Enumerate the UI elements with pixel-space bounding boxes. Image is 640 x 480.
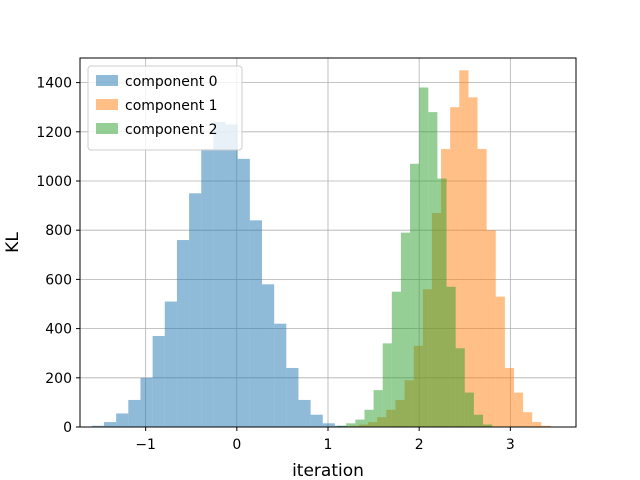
y-tick-label: 1400 [36, 76, 72, 92]
legend-label: component 0 [125, 74, 218, 90]
histogram-bar [446, 286, 456, 427]
legend-label: component 1 [125, 98, 218, 114]
y-axis-ticks: 0 200 400 600 800 1000 1200 1400 [36, 76, 80, 436]
histogram-bar [450, 107, 460, 427]
histogram-bar [189, 193, 202, 427]
histogram-bar [201, 149, 214, 427]
histogram-bar [464, 392, 474, 427]
histogram-bar [164, 301, 177, 427]
histogram-bar [310, 414, 323, 427]
histogram-bar [104, 422, 117, 427]
histogram-bar [237, 158, 250, 428]
series-2-bars [337, 87, 493, 428]
y-tick-label: 600 [45, 272, 72, 288]
histogram-bar [176, 240, 190, 427]
histogram-bar [473, 414, 483, 427]
histogram-bar [298, 399, 311, 427]
histogram-bar [541, 425, 551, 427]
histogram-bar [249, 220, 263, 427]
legend-swatch [96, 75, 118, 86]
y-tick-label: 1000 [36, 174, 72, 190]
histogram-bar [468, 97, 478, 428]
histogram-bar [410, 163, 420, 427]
histogram-bar [373, 390, 383, 427]
legend-swatch [96, 123, 118, 134]
y-tick-label: 1200 [36, 125, 72, 141]
histogram-bar [382, 343, 392, 427]
histogram-bar [355, 419, 365, 427]
histogram-bar [364, 409, 374, 427]
x-axis-ticks: −1 0 1 2 3 [135, 427, 515, 453]
x-tick-label: 2 [415, 437, 424, 453]
histogram-bar [523, 412, 533, 427]
x-tick-label: 1 [324, 437, 333, 453]
histogram-bar [140, 377, 153, 427]
y-tick-label: 0 [63, 420, 72, 436]
histogram-bar [128, 399, 141, 427]
histogram-bar [286, 367, 299, 427]
histogram-bar [514, 392, 524, 427]
histogram-bar [532, 422, 542, 427]
bars [91, 70, 551, 428]
histogram-bar [152, 335, 165, 427]
x-tick-label: −1 [135, 437, 156, 453]
y-tick-label: 200 [45, 371, 72, 387]
histogram-bar [91, 425, 105, 427]
histogram-bar [495, 296, 505, 427]
histogram-bar [504, 367, 514, 427]
histogram-bar [274, 323, 287, 427]
histogram-bar [459, 70, 469, 428]
histogram-bar [428, 112, 438, 428]
x-axis-label: iteration [292, 461, 364, 480]
histogram-bar [391, 291, 401, 427]
histogram-bar [116, 413, 129, 427]
histogram-bar [486, 230, 496, 427]
histogram-bar [346, 423, 356, 427]
histogram-bar [437, 178, 447, 427]
y-axis-label: KL [3, 232, 23, 253]
legend-swatch [96, 99, 118, 110]
histogram-bar [419, 87, 429, 428]
legend: component 0 component 1 component 2 [87, 65, 243, 151]
histogram-bar [262, 284, 275, 427]
histogram-bar [225, 124, 238, 428]
y-tick-label: 800 [45, 223, 72, 239]
legend-label: component 2 [125, 122, 218, 138]
series-0-bars [91, 121, 348, 428]
histogram-bar [213, 121, 226, 428]
histogram-bar [337, 425, 347, 427]
histogram-bar [477, 149, 487, 427]
histogram-bar [322, 423, 335, 427]
histogram-bar [400, 232, 411, 427]
histogram-bar [455, 348, 465, 427]
x-tick-label: 3 [506, 437, 515, 453]
histogram-bar [483, 424, 493, 427]
y-tick-label: 400 [45, 322, 72, 338]
legend-box [87, 65, 243, 151]
x-tick-label: 0 [232, 437, 241, 453]
